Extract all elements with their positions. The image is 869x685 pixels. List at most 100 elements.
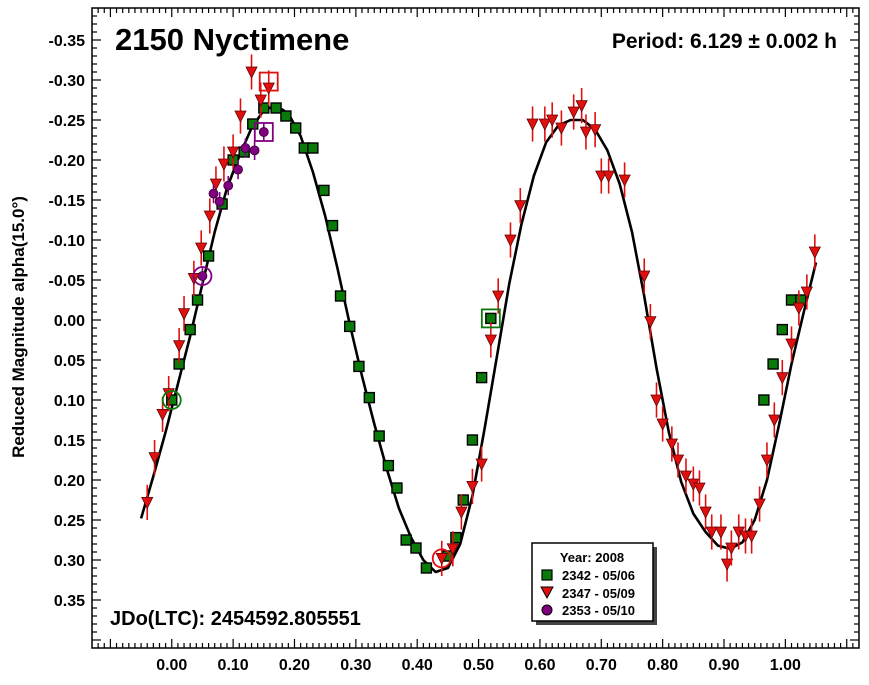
period-label: Period: 6.129 ± 0.002 h [612, 30, 837, 53]
data-point-2347 [538, 118, 551, 131]
y-tick-label: -0.05 [49, 273, 86, 290]
data-point-2347 [156, 409, 169, 422]
x-tick-label: 0.80 [647, 657, 678, 674]
data-point-2342 [318, 184, 330, 197]
data-point-2342 [475, 371, 488, 384]
data-point-2347 [595, 170, 608, 183]
data-point-2347 [705, 526, 718, 539]
data-point-2353 [208, 188, 219, 199]
x-tick-label: 0.00 [156, 657, 187, 674]
data-point-2347 [792, 302, 806, 315]
data-point-2342 [457, 494, 469, 506]
y-axis-label: Reduced Magnitude alpha(15.0°) [9, 196, 28, 458]
data-point-2347 [768, 414, 781, 427]
data-point-2347 [800, 286, 813, 299]
fit-curve [139, 104, 818, 574]
data-point-2347 [209, 178, 223, 191]
y-tick-label: -0.15 [49, 193, 86, 210]
data-point-2347 [665, 438, 678, 451]
y-tick-label: 0.15 [54, 433, 85, 450]
highlight-ring [431, 548, 452, 569]
data-point-2347 [446, 543, 459, 556]
y-tick-label: -0.10 [49, 233, 86, 250]
data-point-2347 [455, 506, 468, 519]
data-point-2342 [353, 360, 365, 373]
x-tick-label: 0.20 [279, 657, 310, 674]
legend-title: Year: 2008 [560, 550, 624, 565]
epoch-label: JDo(LTC): 2454592.805551 [110, 608, 361, 630]
y-tick-label: -0.30 [49, 73, 86, 90]
plot-frame [91, 7, 860, 649]
data-point-2347 [555, 122, 568, 135]
x-tick-label: 0.60 [524, 657, 555, 674]
data-point-2353 [214, 196, 225, 207]
data-point-2353 [240, 143, 251, 153]
data-point-2347 [254, 94, 267, 107]
data-point-2342 [334, 290, 347, 302]
data-point-2347 [753, 498, 766, 511]
data-point-2342 [400, 534, 412, 546]
data-point-2347 [475, 458, 488, 471]
data-point-2347 [785, 338, 798, 351]
highlight-ring [192, 266, 213, 286]
x-tick-label: 0.50 [463, 657, 494, 674]
legend-entry-3: 2353 - 05/10 [562, 603, 635, 618]
data-point-2347 [195, 242, 208, 255]
data-point-2353 [233, 164, 243, 175]
data-point-2342 [270, 102, 282, 114]
y-tick-label: 0.20 [54, 473, 85, 490]
data-point-2342 [485, 312, 497, 325]
data-point-2347 [725, 542, 738, 555]
data-point-2347 [579, 126, 593, 139]
data-point-2342 [258, 102, 270, 114]
highlight-ring [161, 390, 182, 410]
highlight-box [253, 122, 274, 142]
data-point-2347 [234, 110, 247, 123]
data-point-2342 [326, 219, 339, 232]
x-tick-label: 1.00 [770, 657, 801, 674]
y-tick-label: -0.25 [49, 113, 86, 130]
data-point-2347 [245, 66, 258, 79]
data-point-2342 [166, 394, 178, 406]
data-point-2342 [280, 110, 292, 122]
y-tick-label: 0.05 [54, 353, 85, 370]
data-point-2347 [492, 290, 505, 303]
data-point-2347 [693, 482, 706, 495]
data-point-2342 [391, 482, 403, 494]
data-point-2342 [776, 323, 788, 336]
data-point-2347 [638, 270, 651, 283]
data-point-2342 [184, 323, 196, 336]
data-point-2342 [307, 142, 319, 154]
data-point-2347 [745, 530, 758, 543]
data-point-2342 [344, 320, 356, 333]
data-point-2342 [191, 294, 204, 306]
data-point-2347 [177, 308, 191, 321]
data-point-2342 [450, 531, 462, 544]
data-point-2342 [420, 562, 433, 574]
data-point-2347 [435, 553, 448, 566]
data-point-2347 [546, 114, 559, 127]
data-point-2347 [141, 497, 154, 510]
highlight-box [258, 71, 279, 92]
data-point-2347 [567, 106, 580, 119]
x-tick-label: 0.40 [402, 657, 433, 674]
data-point-2347 [656, 418, 669, 431]
data-point-2347 [808, 246, 821, 259]
legend-marker-triangle [540, 586, 554, 600]
data-point-2353 [249, 145, 260, 156]
y-tick-label: 0.25 [54, 513, 85, 530]
y-tick-label: 0.30 [54, 553, 85, 570]
x-tick-label: 0.90 [708, 657, 739, 674]
legend-marker-square [541, 569, 553, 581]
data-point-2347 [760, 454, 774, 467]
legend-marker-circle [541, 604, 553, 616]
data-point-2347 [217, 158, 231, 171]
data-point-2342 [373, 430, 385, 442]
y-tick-label: -0.35 [49, 33, 86, 50]
data-point-2347 [699, 506, 712, 519]
y-tick-label: 0.00 [54, 313, 85, 330]
data-point-2347 [671, 454, 685, 467]
data-point-2347 [714, 526, 728, 539]
data-point-2347 [203, 210, 216, 223]
